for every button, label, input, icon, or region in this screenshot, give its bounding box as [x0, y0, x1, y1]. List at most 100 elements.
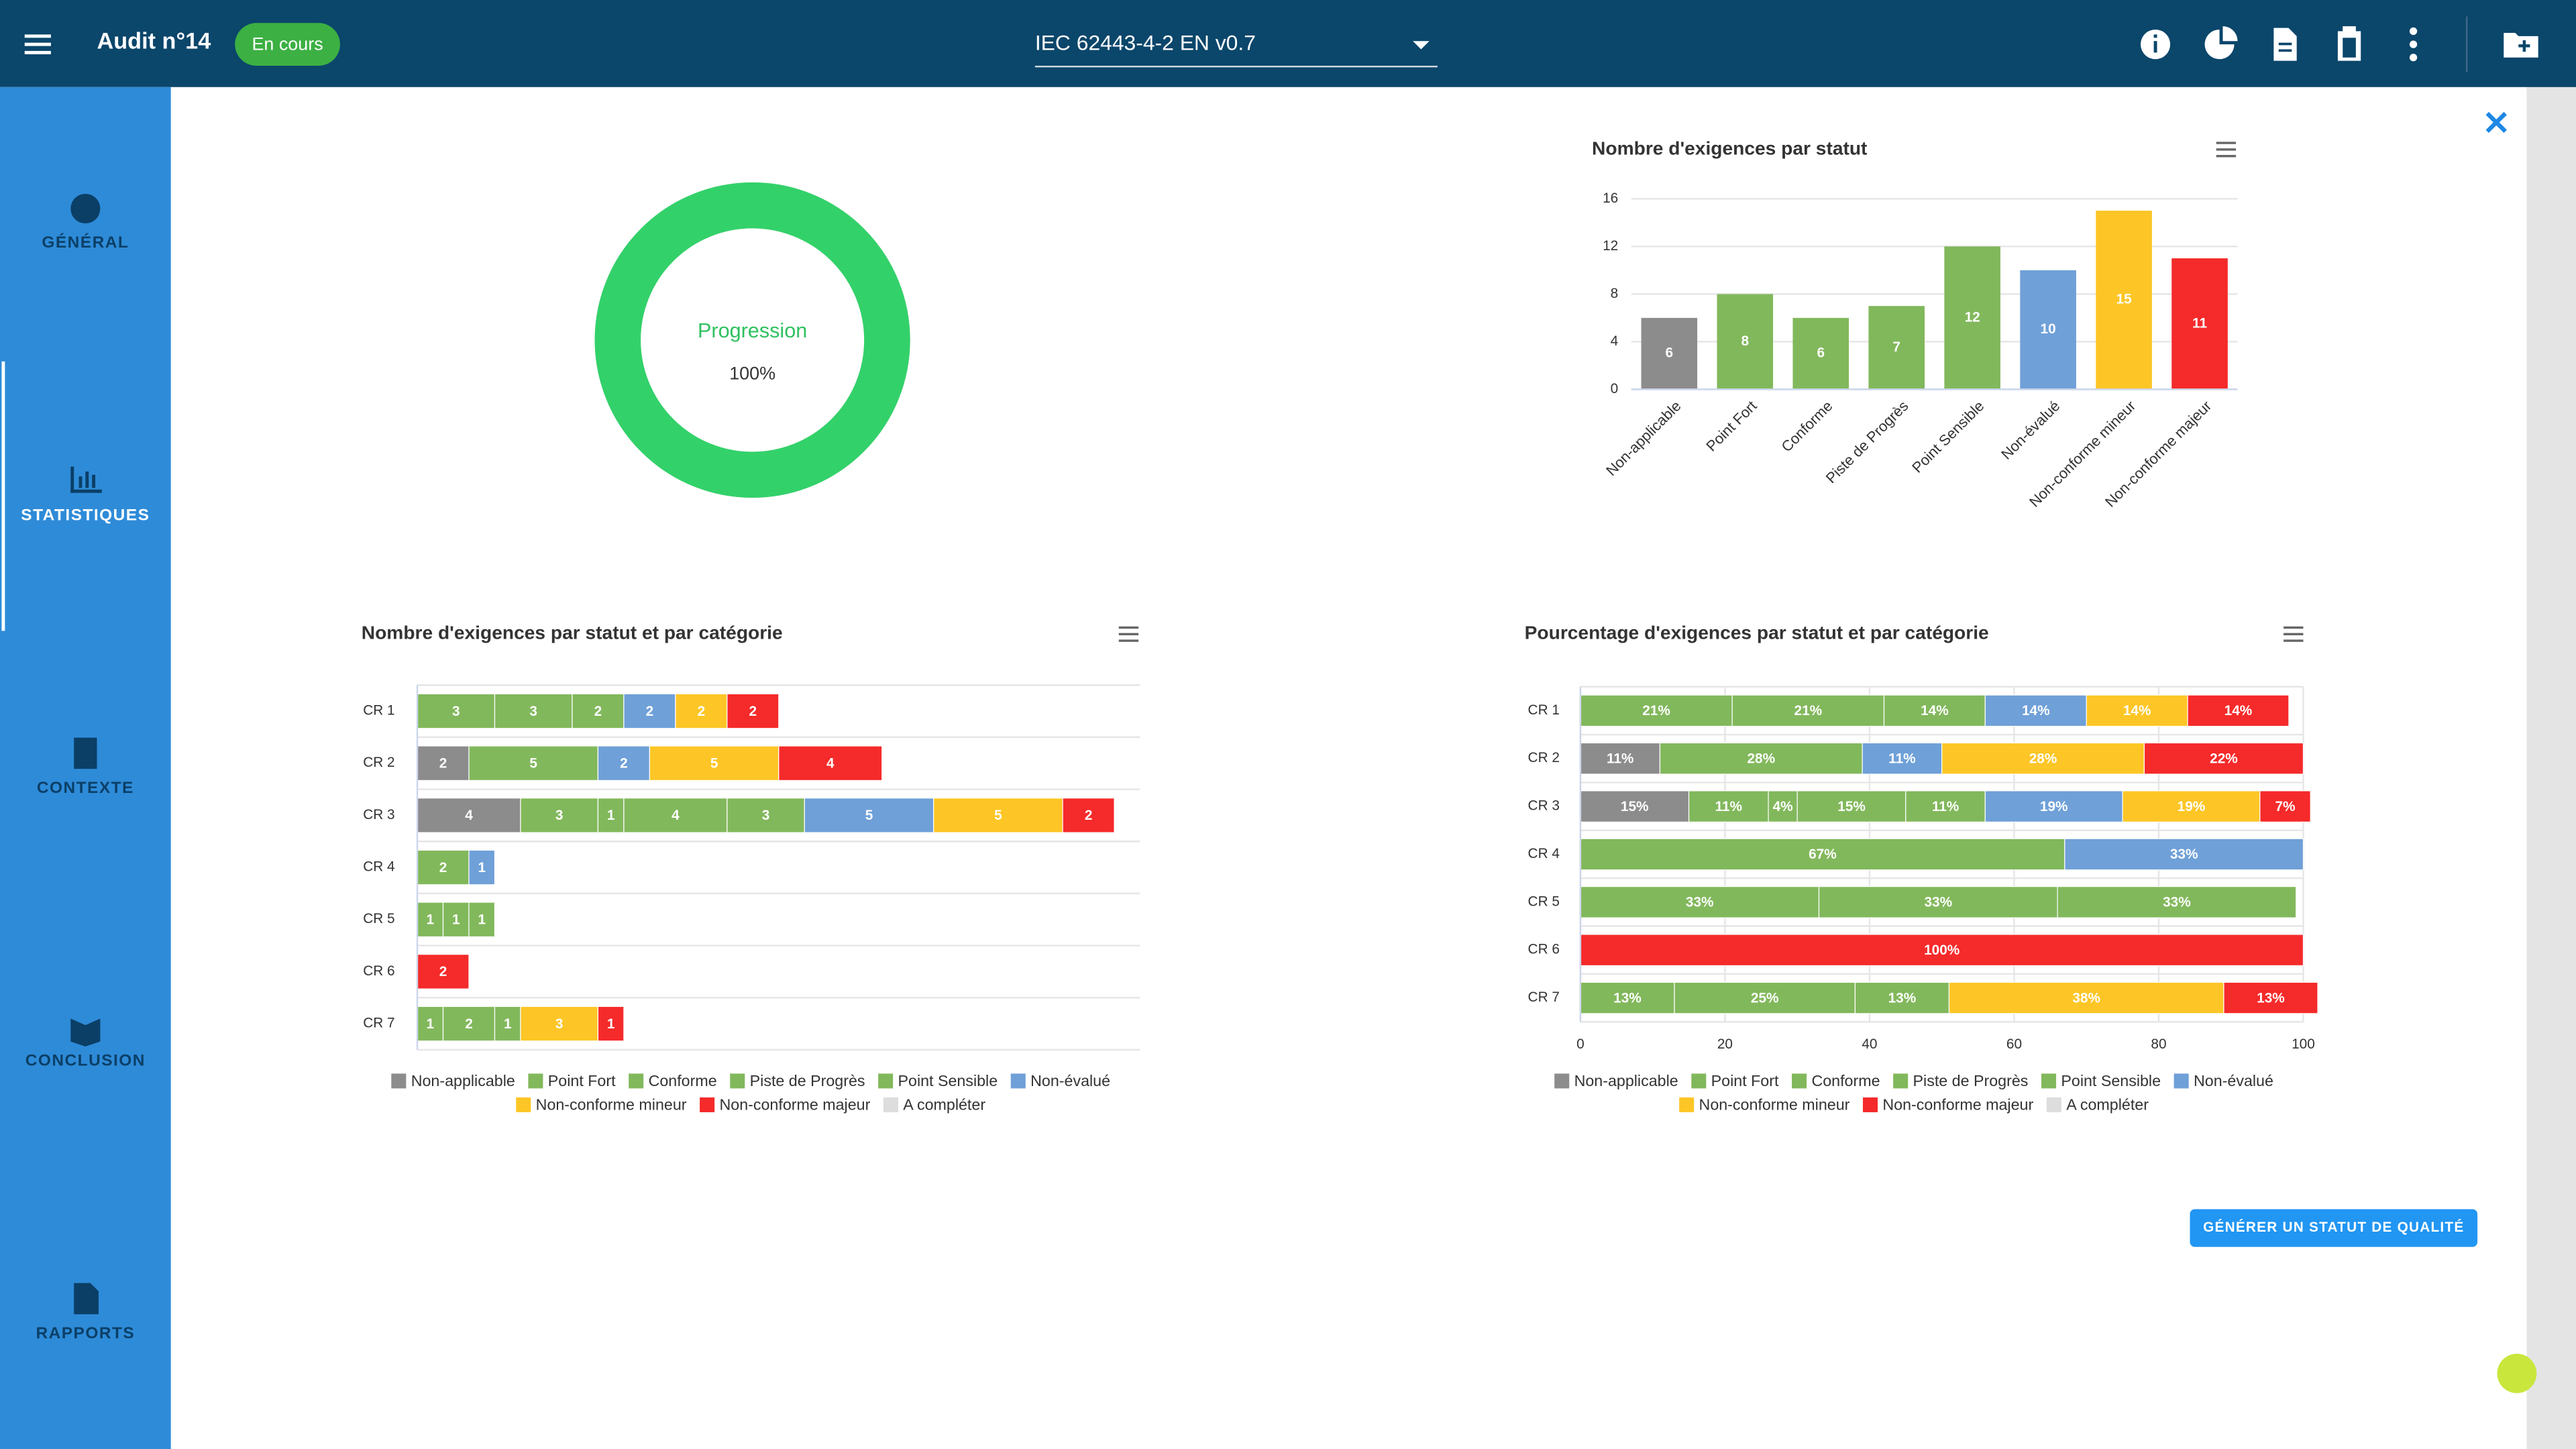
icon-line	[24, 50, 51, 54]
icon-detail	[2153, 34, 2157, 38]
y-tick-label: CR 5	[1528, 894, 1560, 909]
data-label: 21%	[1642, 703, 1670, 718]
chart-title: Nombre d'exigences par statut et par cat…	[362, 623, 783, 643]
legend-swatch	[1010, 1073, 1026, 1089]
icon-line	[24, 42, 51, 46]
stats-icon	[70, 466, 102, 493]
legend-item[interactable]: Point Sensible	[878, 1072, 998, 1089]
progress-title: Progression	[698, 319, 807, 342]
bar-segment	[2086, 694, 2188, 727]
legend-item[interactable]: Point Fort	[528, 1072, 616, 1089]
data-label: 2	[439, 860, 447, 875]
legend-label: Non-applicable	[1574, 1072, 1678, 1089]
data-label: 3	[555, 808, 564, 823]
legend-item[interactable]: Piste de Progrès	[730, 1072, 865, 1089]
data-label: 33%	[2163, 895, 2191, 910]
bar-segment	[417, 849, 470, 885]
data-label: 19%	[2178, 799, 2206, 814]
data-label: 28%	[1747, 751, 1775, 766]
nav-item[interactable]: GÉNÉRAL	[42, 233, 129, 252]
legend-swatch	[1554, 1073, 1570, 1089]
legend-item[interactable]: Non-conforme majeur	[700, 1095, 871, 1113]
data-label: 13%	[1888, 990, 1917, 1006]
legend-swatch	[878, 1073, 894, 1089]
data-label: 13%	[2257, 990, 2285, 1006]
menu-button[interactable]	[24, 34, 51, 54]
fab[interactable]	[2497, 1353, 2537, 1393]
nav-item[interactable]: STATISTIQUES	[21, 506, 150, 524]
legend-item[interactable]: A compléter	[883, 1095, 985, 1113]
data-label: 14%	[2224, 703, 2253, 718]
standard-select[interactable]: IEC 62443-4-2 EN v0.7	[1034, 31, 1438, 68]
nav-item[interactable]: CONTEXTE	[37, 779, 134, 797]
legend-swatch	[730, 1073, 745, 1089]
data-label: 1	[426, 912, 434, 927]
legend-label: Non-évalué	[1030, 1072, 1110, 1089]
legend-item[interactable]: Non-applicable	[391, 1072, 515, 1089]
legend-item[interactable]: Point Fort	[1691, 1072, 1779, 1089]
nav-item[interactable]: CONCLUSION	[25, 1052, 146, 1070]
legend-item[interactable]: Non-conforme mineur	[516, 1095, 687, 1113]
bar-segment	[933, 798, 1063, 833]
y-tick-label: CR 3	[363, 807, 394, 822]
legend-item[interactable]: Conforme	[1792, 1072, 1880, 1089]
data-label: 6	[1817, 345, 1825, 361]
nav-item[interactable]: RAPPORTS	[36, 1324, 135, 1342]
icon-line	[2284, 633, 2304, 636]
bar-segment	[2057, 885, 2297, 918]
legend-item[interactable]: Non-conforme majeur	[1862, 1095, 2033, 1113]
bar-segment	[1768, 790, 1798, 822]
pie-icon[interactable]	[2204, 26, 2238, 60]
data-label: 4	[826, 755, 835, 771]
bar-segment	[2223, 981, 2318, 1014]
data-label: 10	[2041, 321, 2056, 337]
data-label: 11%	[1888, 751, 1915, 766]
generate-button[interactable]: GÉNÉRER UN STATUT DE QUALITÉ	[2190, 1209, 2478, 1247]
data-label: 11%	[1715, 799, 1742, 814]
data-label: 4%	[1773, 799, 1793, 814]
y-tick-label: CR 6	[363, 963, 394, 979]
legend-item[interactable]: Point Sensible	[2041, 1072, 2161, 1089]
legend-swatch	[883, 1097, 898, 1112]
legend-label: Piste de Progrès	[750, 1072, 865, 1089]
legend-item[interactable]: Conforme	[629, 1072, 717, 1089]
legend-item[interactable]: Non-conforme mineur	[1679, 1095, 1850, 1113]
legend-item[interactable]: Non-évalué	[1010, 1072, 1110, 1089]
more-icon[interactable]	[2409, 27, 2418, 62]
x-tick-label: 20	[1717, 1036, 1733, 1052]
general-icon	[70, 193, 101, 224]
data-label: 38%	[2072, 990, 2100, 1006]
chart-menu[interactable]	[2216, 142, 2237, 158]
legend-label: A compléter	[2066, 1095, 2149, 1113]
button-bg	[2190, 1209, 2478, 1247]
bar-segment	[468, 849, 496, 885]
data-label: 100%	[1924, 943, 1960, 958]
data-label: 7%	[2275, 799, 2295, 814]
legend-item[interactable]: Non-applicable	[1554, 1072, 1678, 1089]
legend-item[interactable]: Piste de Progrès	[1893, 1072, 2028, 1089]
y-tick-label: CR 4	[1528, 846, 1560, 861]
icon-detail	[2278, 42, 2292, 46]
progress-arc	[594, 182, 910, 498]
icon-dot	[2409, 54, 2418, 62]
icon-dot	[2409, 27, 2418, 36]
bar	[1868, 306, 1925, 390]
data-label: 5	[529, 755, 537, 771]
status-chip	[235, 23, 340, 66]
data-label: 5	[865, 808, 873, 823]
icon-line	[2284, 626, 2304, 629]
legend-item[interactable]: Non-évalué	[2174, 1072, 2273, 1089]
bar	[2171, 258, 2228, 390]
close-button[interactable]	[2485, 111, 2507, 133]
legend-swatch	[1893, 1073, 1909, 1089]
y-tick-label: CR 2	[1528, 750, 1560, 765]
x-tick-label: 0	[1576, 1036, 1585, 1052]
legend-label: Conforme	[1811, 1072, 1880, 1089]
chart-menu[interactable]	[2284, 626, 2304, 642]
legend-swatch	[2174, 1073, 2189, 1089]
data-label: 6	[1666, 345, 1674, 361]
right-strip	[2526, 87, 2576, 1449]
data-label: 14%	[2022, 703, 2050, 718]
chart-menu[interactable]	[1118, 626, 1139, 642]
legend-item[interactable]: A compléter	[2046, 1095, 2149, 1113]
